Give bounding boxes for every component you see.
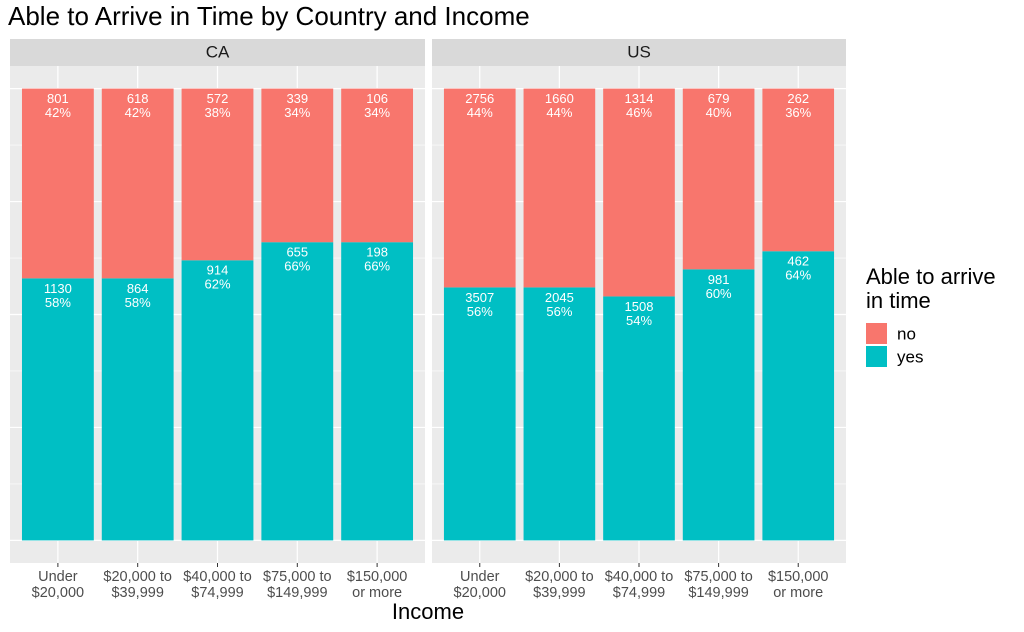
bar-segment xyxy=(603,88,675,297)
count-label: 679 xyxy=(708,91,730,106)
value-label: 34% xyxy=(284,105,310,120)
value-label: 38% xyxy=(204,105,230,120)
value-label: 64% xyxy=(785,268,811,283)
count-label: 339 xyxy=(286,91,308,106)
x-tick-label: Under $20,000 xyxy=(32,569,84,601)
value-label: 34% xyxy=(364,105,390,120)
value-label: 36% xyxy=(785,105,811,120)
bar-segment xyxy=(443,88,516,288)
count-label: 2756 xyxy=(465,91,494,106)
value-label: 40% xyxy=(706,105,732,120)
bar-segment xyxy=(261,242,334,541)
x-tick-label: Under $20,000 xyxy=(454,569,506,601)
x-tick-label: $40,000 to $74,999 xyxy=(183,569,252,601)
bar-segment xyxy=(523,88,596,288)
x-tick-label: $20,000 to $39,999 xyxy=(103,569,172,601)
count-label: 914 xyxy=(207,263,229,278)
count-label: 801 xyxy=(47,91,69,106)
bar-segment xyxy=(762,251,835,541)
legend-title: Able to arrive in time xyxy=(866,264,996,313)
bar-segment xyxy=(443,287,516,541)
bar-segment xyxy=(523,287,596,541)
legend-key xyxy=(866,323,887,344)
value-label: 60% xyxy=(706,286,732,301)
count-label: 1130 xyxy=(44,281,72,296)
chart-title: Able to Arrive in Time by Country and In… xyxy=(8,1,530,31)
value-label: 44% xyxy=(467,105,493,120)
value-label: 56% xyxy=(546,304,572,319)
value-label: 46% xyxy=(626,105,652,120)
value-label: 54% xyxy=(626,313,652,328)
bar-segment xyxy=(682,88,755,270)
bar-segment xyxy=(101,278,174,541)
bar-segment xyxy=(21,88,94,279)
value-label: 58% xyxy=(45,295,71,310)
count-label: 462 xyxy=(787,254,809,269)
facet-title: US xyxy=(627,42,651,61)
count-label: 198 xyxy=(366,245,388,260)
count-label: 106 xyxy=(366,91,388,106)
count-label: 1314 xyxy=(625,91,654,106)
bar-segment xyxy=(762,88,835,252)
count-label: 572 xyxy=(207,91,229,106)
bar-segment xyxy=(603,296,675,541)
bar-segment xyxy=(181,88,254,261)
x-axis-title: Income xyxy=(392,599,464,624)
legend-label: yes xyxy=(897,347,923,366)
x-tick-label: $20,000 to $39,999 xyxy=(525,569,594,601)
count-label: 618 xyxy=(127,91,149,106)
facet-title: CA xyxy=(206,42,230,61)
value-label: 42% xyxy=(125,105,151,120)
bar-segment xyxy=(341,242,414,541)
count-label: 1508 xyxy=(625,299,654,314)
x-tick-label: $150,000 or more xyxy=(768,569,828,601)
legend-label: no xyxy=(897,324,916,343)
value-label: 44% xyxy=(546,105,572,120)
strip xyxy=(432,39,846,66)
value-label: 42% xyxy=(45,105,71,120)
bar-segment xyxy=(682,269,755,541)
value-label: 58% xyxy=(125,295,151,310)
bar-segment xyxy=(341,88,414,243)
strip xyxy=(10,39,425,66)
value-label: 62% xyxy=(204,277,230,292)
count-label: 262 xyxy=(787,91,809,106)
value-label: 66% xyxy=(364,259,390,274)
bar-segment xyxy=(101,88,174,279)
count-label: 655 xyxy=(286,245,308,260)
bar-segment xyxy=(181,260,254,541)
count-label: 3507 xyxy=(465,290,494,305)
bar-segment xyxy=(261,88,334,243)
value-label: 56% xyxy=(467,304,493,319)
bar-segment xyxy=(21,278,94,541)
value-label: 66% xyxy=(284,259,310,274)
count-label: 864 xyxy=(127,281,149,296)
legend-key xyxy=(866,346,887,367)
x-tick-label: $75,000 to $149,999 xyxy=(684,569,753,601)
x-tick-label: $150,000 or more xyxy=(347,569,407,601)
count-label: 981 xyxy=(708,272,730,287)
count-label: 1660 xyxy=(545,91,574,106)
x-tick-label: $75,000 to $149,999 xyxy=(263,569,332,601)
x-tick-label: $40,000 to $74,999 xyxy=(605,569,674,601)
count-label: 2045 xyxy=(545,290,574,305)
